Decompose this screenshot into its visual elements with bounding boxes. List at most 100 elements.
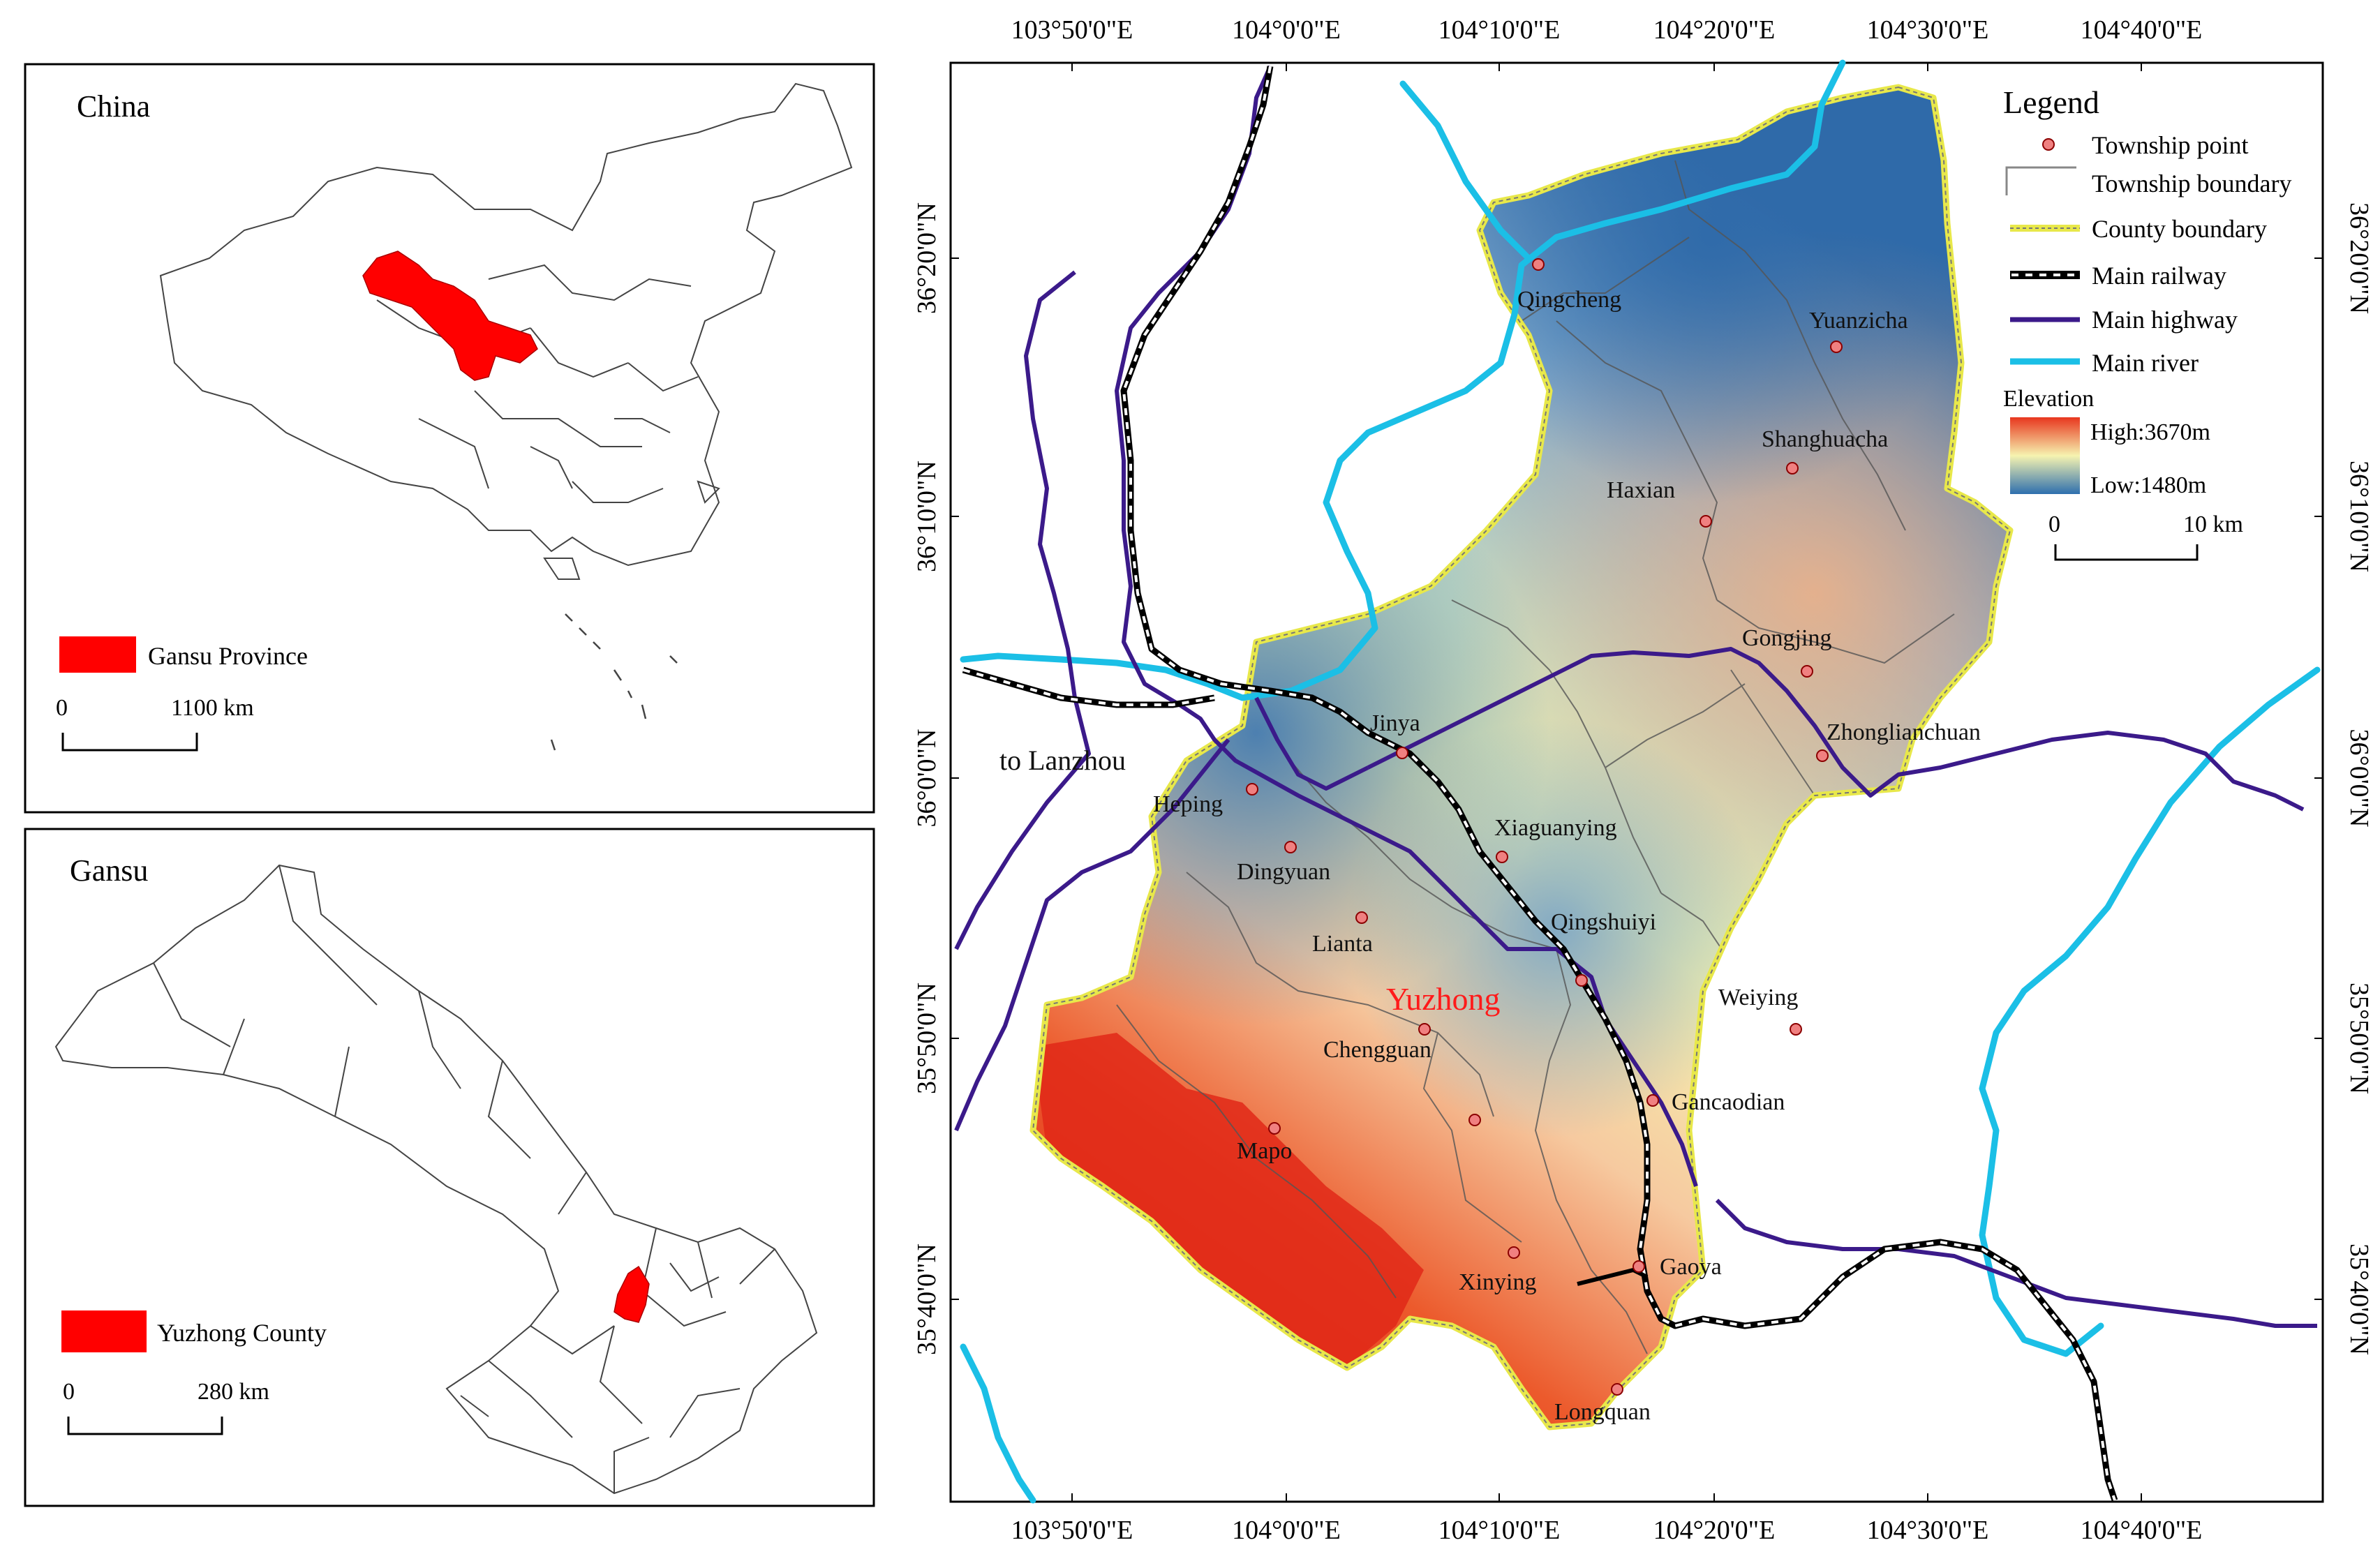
lon-label: 103°50'0"E	[1011, 1516, 1133, 1545]
township-label: Longquan	[1554, 1399, 1651, 1425]
lon-label: 104°30'0"E	[1867, 1516, 1989, 1545]
china-inset-frame	[24, 63, 875, 814]
gansu-inset: Gansu Yuzhong County 0 280 km	[24, 828, 875, 1507]
yuzhong-highlight	[613, 1265, 650, 1323]
lat-label: 36°0'0"N	[2344, 729, 2374, 828]
lat-label: 35°50'0"N	[2344, 983, 2374, 1094]
gansu-scale-start: 0	[63, 1379, 75, 1405]
gansu-highlight	[362, 251, 538, 381]
legend-scale-start: 0	[2048, 511, 2060, 537]
legend-item: Main highway	[2092, 306, 2238, 334]
lat-labels-left: 36°20'0"N 36°10'0"N 36°0'0"N 35°50'0"N 3…	[912, 202, 942, 1355]
township-point	[1468, 1114, 1481, 1126]
lat-label: 35°40'0"N	[912, 1243, 942, 1355]
township-label: Chengguan	[1323, 1037, 1431, 1063]
lat-label: 36°0'0"N	[912, 729, 942, 828]
lat-label: 35°40'0"N	[2344, 1243, 2374, 1355]
township-point	[1801, 665, 1813, 678]
lon-label: 104°20'0"E	[1653, 1516, 1776, 1545]
township-label: Shanghuacha	[1762, 426, 1888, 452]
township-point	[1284, 841, 1297, 853]
lon-label: 104°0'0"E	[1232, 15, 1341, 45]
legend-title: Legend	[2003, 84, 2099, 120]
township-point	[1355, 911, 1368, 924]
township-label: Heping	[1153, 791, 1223, 817]
legend: Legend Township point Township boundary …	[2003, 84, 2291, 561]
legend-item: Township point	[2092, 131, 2249, 159]
township-point	[1786, 462, 1799, 475]
township-point	[1396, 747, 1408, 759]
legend-elevation-title: Elevation	[2003, 386, 2094, 412]
lat-label: 36°20'0"N	[912, 202, 942, 314]
china-legend-label: Gansu Province	[148, 642, 308, 670]
legend-scale-bar	[2054, 544, 2199, 561]
township-boundaries	[1116, 160, 1955, 1354]
lon-label: 104°30'0"E	[1867, 15, 1989, 45]
township-points	[1246, 258, 1843, 1396]
legend-item: Main river	[2092, 349, 2199, 377]
township-point	[1830, 341, 1843, 353]
township-label: Xinying	[1459, 1269, 1536, 1295]
lon-label: 104°20'0"E	[1653, 15, 1776, 45]
township-label: Dingyuan	[1237, 859, 1330, 885]
main-map: 103°50'0"E 104°0'0"E 104°10'0"E 104°20'0…	[912, 15, 2374, 1545]
lon-labels-bottom: 103°50'0"E 104°0'0"E 104°10'0"E 104°20'0…	[1011, 1516, 2203, 1545]
gansu-outline	[54, 864, 818, 1495]
township-label: Jinya	[1370, 710, 1420, 736]
lat-label: 36°20'0"N	[2344, 202, 2374, 314]
township-point	[1532, 258, 1545, 271]
legend-scale-end: 10 km	[2183, 511, 2243, 537]
township-point	[1508, 1246, 1520, 1259]
legend-elevation-high: High:3670m	[2090, 419, 2210, 445]
lon-label: 104°10'0"E	[1438, 1516, 1561, 1545]
lon-label: 104°40'0"E	[2081, 1516, 2203, 1545]
gansu-scale-bar	[67, 1417, 223, 1435]
township-label: Haxian	[1607, 477, 1675, 503]
legend-elevation-low: Low:1480m	[2090, 472, 2206, 498]
gansu-inset-title: Gansu	[70, 853, 148, 888]
lat-label: 35°50'0"N	[912, 983, 942, 1094]
lon-label: 103°50'0"E	[1011, 15, 1133, 45]
township-point	[1632, 1260, 1645, 1273]
legend-township-boundary-icon	[2005, 166, 2076, 195]
gansu-legend-swatch	[61, 1310, 147, 1352]
township-label: Zhonglianchuan	[1827, 719, 1981, 745]
township-label: Yuanzicha	[1809, 308, 1908, 334]
to-lanzhou-label: to Lanzhou	[999, 745, 1126, 776]
township-point	[1646, 1094, 1659, 1107]
legend-elevation-ramp	[2010, 417, 2080, 494]
township-point	[1611, 1383, 1623, 1396]
gansu-inset-frame	[24, 828, 875, 1507]
township-point	[1700, 515, 1712, 528]
township-point	[1246, 783, 1258, 796]
county-name-label: Yuzhong	[1386, 981, 1501, 1017]
lon-label: 104°0'0"E	[1232, 1516, 1341, 1545]
township-label: Mapo	[1237, 1138, 1292, 1164]
township-point	[1790, 1023, 1802, 1036]
township-point	[1816, 749, 1829, 762]
china-inset-title: China	[77, 89, 150, 124]
gansu-legend-label: Yuzhong County	[157, 1319, 327, 1347]
township-label: Xiaguanying	[1494, 815, 1617, 841]
lat-labels-right: 36°20'0"N 36°10'0"N 36°0'0"N 35°50'0"N 3…	[2344, 202, 2374, 1355]
township-point	[1496, 851, 1508, 863]
gansu-scale-end: 280 km	[198, 1379, 269, 1405]
china-scale-end: 1100 km	[171, 695, 254, 721]
legend-item: Main railway	[2092, 262, 2226, 290]
main-railways	[962, 66, 2118, 1502]
township-label: Qingcheng	[1517, 287, 1621, 313]
main-highways	[954, 65, 2317, 1328]
township-labels: Qingcheng Yuanzicha Shanghuacha Haxian G…	[1153, 287, 1981, 1425]
frame-ticks	[951, 63, 2323, 1502]
china-inset: China Gansu Province 0 1100 km	[24, 63, 875, 814]
lat-label: 36°10'0"N	[912, 461, 942, 572]
township-label: Qingshuiyi	[1551, 909, 1656, 935]
main-rivers	[960, 59, 2321, 1504]
township-point	[1575, 974, 1588, 987]
lat-label: 36°10'0"N	[2344, 461, 2374, 572]
township-label: Gongjing	[1742, 625, 1831, 651]
township-label: Lianta	[1312, 931, 1373, 957]
lon-labels-top: 103°50'0"E 104°0'0"E 104°10'0"E 104°20'0…	[1011, 15, 2203, 45]
legend-item: Township boundary	[2092, 170, 2291, 197]
